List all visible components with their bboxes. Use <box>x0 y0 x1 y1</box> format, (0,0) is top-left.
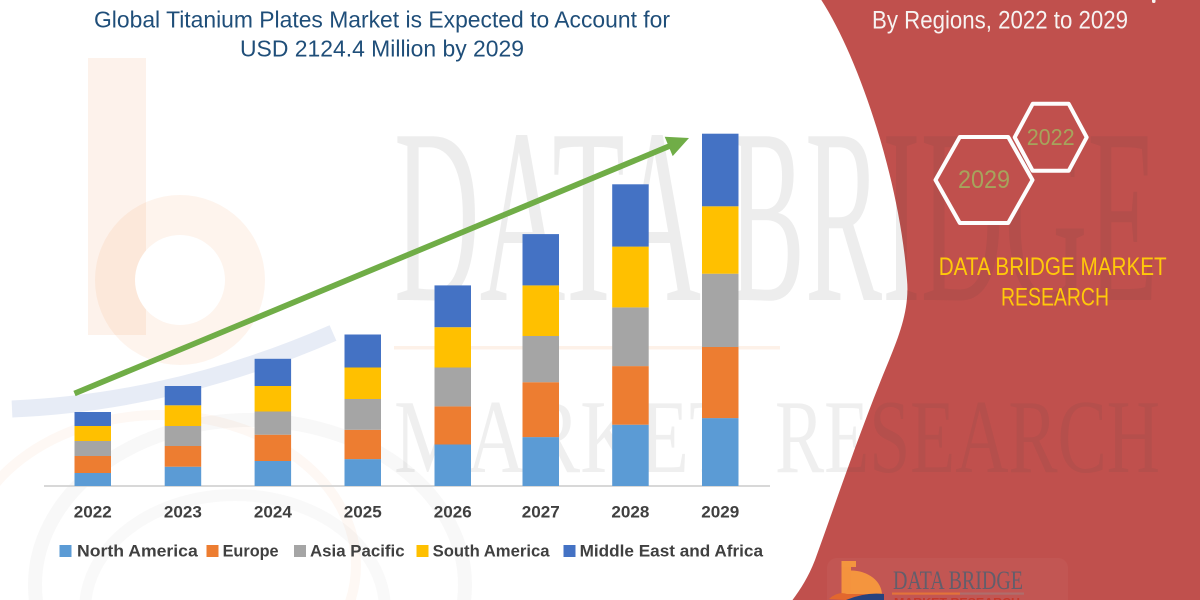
svg-text:2029: 2029 <box>958 166 1010 194</box>
svg-text:RESEARCH: RESEARCH <box>1001 284 1109 312</box>
svg-text:Europe: Europe <box>223 543 279 561</box>
svg-text:2022: 2022 <box>1027 124 1075 150</box>
svg-text:2029: 2029 <box>701 504 739 522</box>
svg-text:BRIDGE: BRIDGE <box>728 78 1158 355</box>
svg-text:2024: 2024 <box>254 504 293 522</box>
svg-text:By Regions, 2022 to 2029: By Regions, 2022 to 2029 <box>872 7 1128 35</box>
svg-text:Global Titanium Plates Market: Global Titanium Plates Market is Expecte… <box>94 7 670 33</box>
svg-text:2027: 2027 <box>522 504 560 522</box>
svg-text:2022: 2022 <box>74 504 112 522</box>
svg-text:2025: 2025 <box>344 504 382 522</box>
svg-text:DATA BRIDGE MARKET: DATA BRIDGE MARKET <box>939 253 1167 281</box>
svg-text:Middle East and Africa: Middle East and Africa <box>580 543 764 561</box>
svg-text:South America: South America <box>433 543 551 561</box>
svg-text:RESEARCH: RESEARCH <box>775 378 1160 495</box>
svg-text:2026: 2026 <box>434 504 472 522</box>
svg-text:North America: North America <box>77 543 199 561</box>
svg-text:Asia Pacific: Asia Pacific <box>310 543 405 561</box>
svg-text:2023: 2023 <box>164 504 202 522</box>
svg-text:DATA BRIDGE: DATA BRIDGE <box>893 566 1023 595</box>
svg-text:2028: 2028 <box>611 504 649 522</box>
svg-text:USD 2124.4 Million by 2029: USD 2124.4 Million by 2029 <box>240 36 524 62</box>
svg-text:MARKET RESEARCH: MARKET RESEARCH <box>894 596 1020 600</box>
